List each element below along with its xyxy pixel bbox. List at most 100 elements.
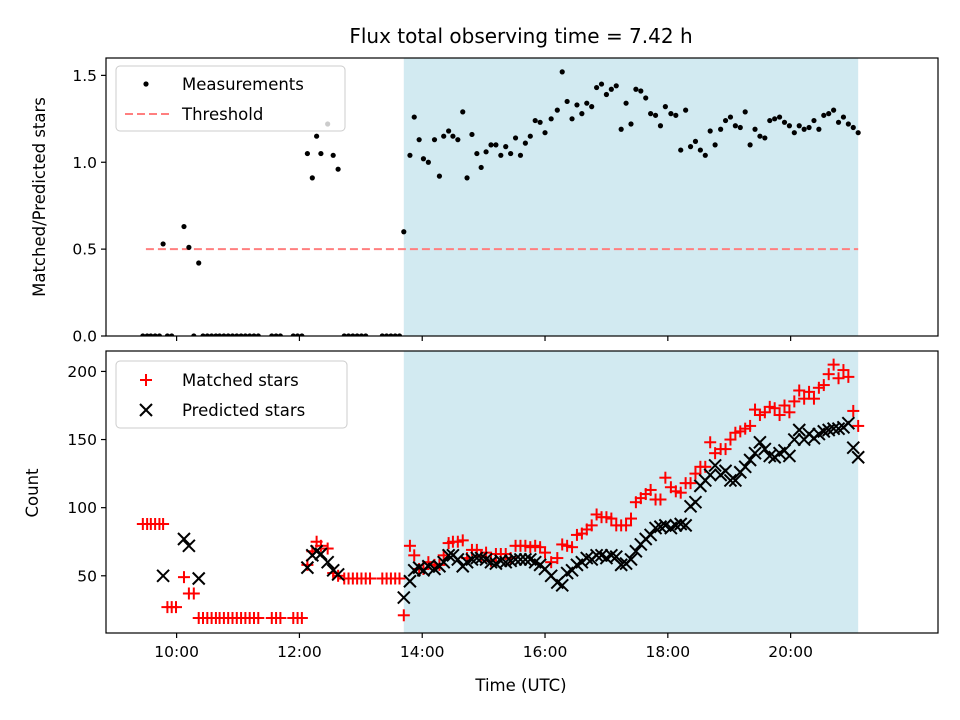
predicted-star-point [648,521,663,535]
matched-star-point [744,419,757,432]
measurement-point [732,123,738,129]
y-tick-label: 200 [67,363,97,381]
measurement-point [850,124,856,131]
matched-star-point [157,518,170,531]
measurement-point [527,133,533,139]
matched-star-point [719,443,732,456]
predicted-star-point [513,552,528,567]
predicted-star-point [846,441,860,455]
x-tick-label: 16:00 [523,643,568,661]
y-tick-label: 150 [67,431,97,449]
measurement-point [628,121,634,127]
measurement-point [618,126,624,132]
measurement-point [401,229,407,235]
predicted-star-point [674,517,688,531]
measurement-point [633,86,639,92]
measurement-point [200,333,206,336]
measurement-point [831,107,837,113]
matched-star-point [793,384,806,397]
measurement-point [384,333,390,336]
measurement-point [140,333,146,336]
measurement-point [436,173,443,179]
matched-star-point [585,519,598,532]
matched-star-point [704,436,717,449]
measurement-point [216,333,223,336]
predicted-star-point [748,446,762,460]
measurement-point [493,142,499,148]
measurement-point [273,333,279,336]
matched-star-point [803,385,816,398]
count-panel: 50 100 150 200 10:00 12:00 14:00 16:00 18:00 20:… [23,350,939,695]
predicted-star-point [792,423,806,437]
measurement-point [548,116,554,122]
measurement-point [594,84,600,91]
predicted-star-point [708,458,722,473]
predicted-star-point [555,578,569,593]
matched-star-point [837,364,850,377]
measurement-point [508,150,514,157]
measurement-point [469,131,475,138]
y-tick-label: 100 [67,499,97,517]
measurement-point [407,152,413,158]
predicted-star-point [728,473,743,488]
measurement-point [269,333,275,336]
predicted-star-point [397,590,411,605]
matched-star-point [321,542,334,555]
measurement-point [242,333,248,336]
measurement-point [345,333,352,336]
matched-star-point [773,409,786,422]
predicted-star-point [738,460,752,474]
matched-star-point [177,571,190,584]
matched-star-point [274,612,287,625]
matched-star-point [456,534,469,547]
measurement-point [835,119,842,125]
matched-star-point [605,512,618,525]
measurement-point [354,333,360,336]
measurement-point [643,95,649,101]
measurement-point [425,159,431,165]
measurement-point [816,126,822,132]
predicted-star-point [782,449,797,463]
predicted-star-point [841,416,856,430]
matched-star-point [778,399,791,412]
measurement-point [623,100,629,106]
measurement-point [791,130,797,136]
measurement-point [603,91,610,98]
measurement-point [318,150,324,157]
measurement-point [335,166,341,172]
matched-star-point [566,541,579,554]
measurement-point [821,112,827,118]
measurement-point [569,116,575,122]
matched-star-point [842,370,855,383]
predicted-star-point [518,552,533,567]
measurement-point [752,126,758,132]
x-tick-label: 10:00 [154,643,199,661]
predicted-star-point [437,555,451,569]
predicted-star-point [508,552,523,567]
matched-star-point [822,368,835,381]
measurement-point [517,152,524,158]
measurement-point [358,333,365,336]
predicted-legend-label: Predicted stars [182,401,305,420]
measurement-point [608,86,614,92]
ratio-plot-frame [105,57,939,337]
matched-star-point [403,539,416,552]
measurement-point [662,104,668,110]
measurement-point [247,333,253,336]
y-tick-label: 0.5 [72,241,97,259]
x-tick-label: 14:00 [400,643,445,661]
predicted-star-point [580,551,594,565]
measurement-point [589,104,595,110]
measurement-point [742,109,748,115]
measurement-point [707,128,713,134]
matched-star-point [684,477,697,490]
predicted-star-point [156,569,170,583]
measurement-point [341,333,347,336]
measurement-point [290,333,296,336]
matched-star-point [832,372,845,385]
ratio-y-axis-label: Matched/Predicted stars [30,97,49,297]
predicted-star-point [614,558,628,572]
measurement-point [420,156,427,162]
count-y-axis-label: Count [23,468,42,518]
